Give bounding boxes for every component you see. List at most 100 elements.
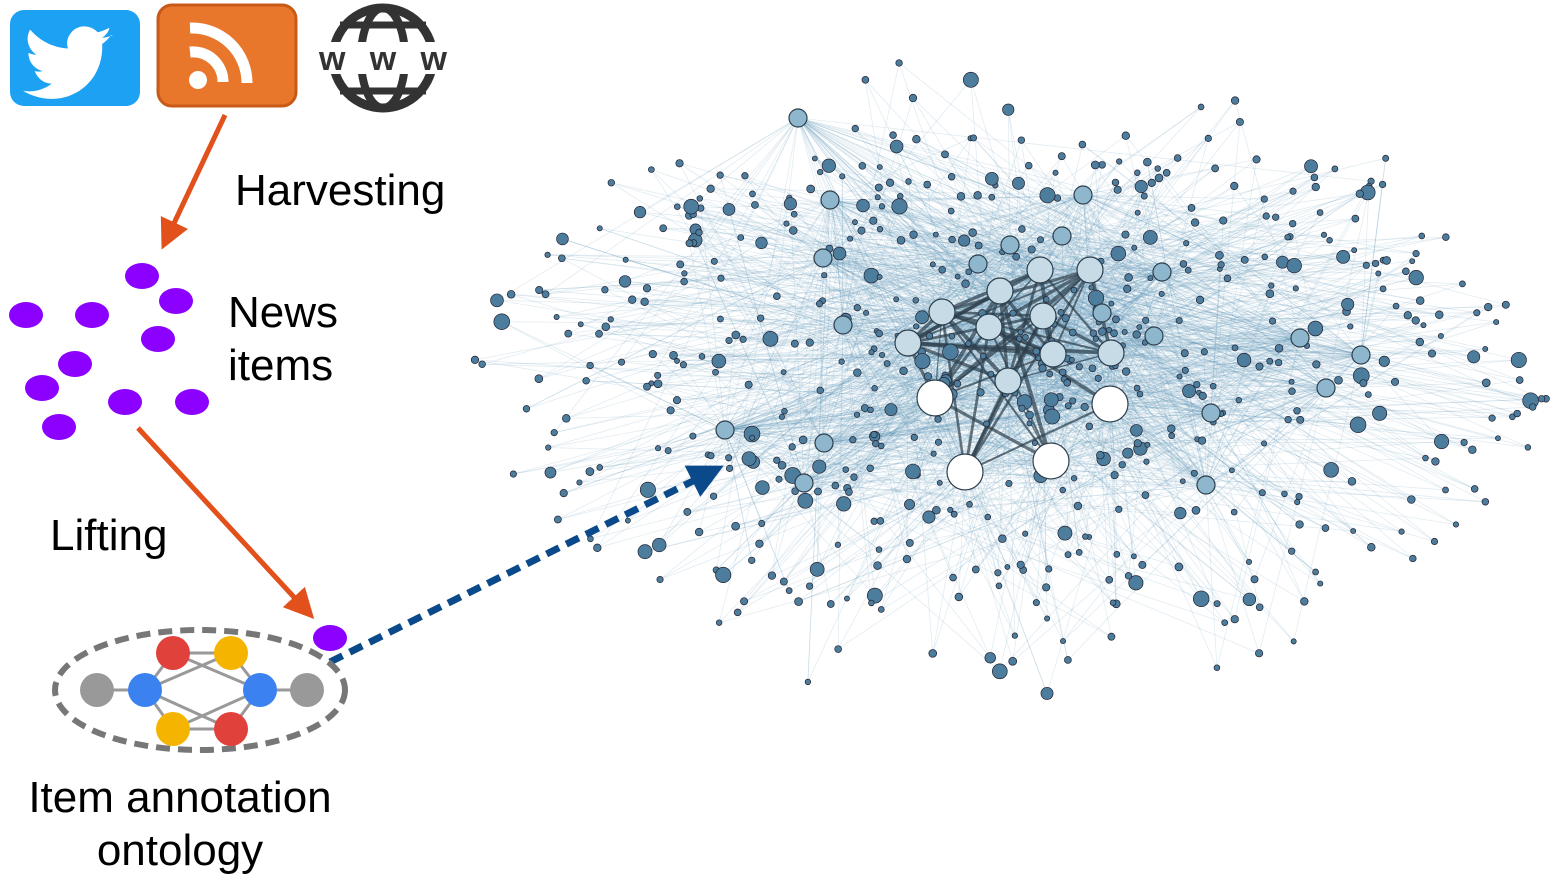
www-text: www bbox=[318, 40, 448, 78]
node bbox=[1122, 368, 1130, 376]
node bbox=[985, 514, 991, 520]
node bbox=[996, 583, 1002, 589]
node bbox=[1122, 132, 1130, 140]
node bbox=[1305, 160, 1318, 173]
node bbox=[857, 199, 870, 212]
node bbox=[862, 76, 869, 83]
node bbox=[1122, 231, 1129, 238]
node bbox=[1039, 365, 1046, 372]
node bbox=[1408, 496, 1416, 504]
node bbox=[1062, 314, 1069, 321]
node bbox=[1525, 444, 1531, 450]
node bbox=[1037, 237, 1043, 243]
node bbox=[1224, 275, 1231, 282]
hub-node bbox=[1033, 443, 1069, 479]
node bbox=[1006, 480, 1012, 486]
node bbox=[1289, 388, 1296, 395]
node bbox=[742, 173, 749, 180]
node bbox=[909, 94, 917, 102]
node bbox=[992, 664, 1007, 679]
node bbox=[813, 460, 826, 473]
node bbox=[1070, 398, 1076, 404]
node bbox=[712, 354, 726, 368]
node bbox=[1058, 309, 1064, 315]
node bbox=[949, 333, 955, 339]
node bbox=[1516, 377, 1523, 384]
node bbox=[939, 266, 946, 273]
node bbox=[795, 598, 803, 606]
node bbox=[784, 198, 796, 210]
node bbox=[1413, 250, 1419, 256]
node bbox=[1266, 290, 1274, 298]
node bbox=[924, 373, 931, 380]
hub-node bbox=[716, 421, 734, 439]
node bbox=[935, 416, 942, 423]
node bbox=[985, 172, 998, 185]
node bbox=[732, 522, 740, 530]
node bbox=[1134, 385, 1140, 391]
node bbox=[1393, 303, 1399, 309]
node bbox=[778, 461, 786, 469]
node bbox=[652, 538, 666, 552]
node bbox=[649, 350, 656, 357]
node bbox=[1236, 397, 1242, 403]
node bbox=[597, 226, 602, 231]
node bbox=[1142, 317, 1148, 323]
node bbox=[751, 201, 758, 208]
node bbox=[835, 646, 842, 653]
node bbox=[852, 125, 859, 132]
node bbox=[1040, 188, 1055, 203]
node bbox=[1074, 502, 1082, 510]
node bbox=[1410, 259, 1415, 264]
node bbox=[1046, 566, 1052, 572]
node bbox=[1119, 461, 1126, 468]
node bbox=[756, 237, 768, 249]
node bbox=[1511, 352, 1526, 367]
node bbox=[1282, 491, 1288, 497]
node bbox=[822, 159, 835, 172]
node bbox=[832, 482, 839, 489]
node bbox=[1045, 409, 1060, 424]
lifting-label: Lifting bbox=[50, 511, 167, 560]
node bbox=[1145, 442, 1150, 447]
node bbox=[924, 181, 931, 188]
node bbox=[1483, 346, 1488, 351]
node bbox=[560, 489, 567, 496]
node bbox=[879, 204, 885, 210]
node bbox=[814, 488, 821, 495]
node bbox=[817, 169, 823, 175]
node bbox=[1196, 296, 1204, 304]
node bbox=[955, 593, 963, 601]
node bbox=[970, 135, 976, 141]
node bbox=[894, 297, 899, 302]
node bbox=[682, 271, 688, 277]
node bbox=[1293, 286, 1298, 291]
node bbox=[1474, 310, 1480, 316]
node bbox=[1081, 403, 1088, 410]
node bbox=[789, 227, 797, 235]
node bbox=[716, 620, 722, 626]
node bbox=[933, 232, 938, 237]
node bbox=[966, 341, 972, 347]
node bbox=[874, 562, 882, 570]
node bbox=[1026, 411, 1034, 419]
news-item bbox=[42, 414, 76, 440]
node bbox=[1180, 261, 1187, 268]
node bbox=[1484, 303, 1492, 311]
node bbox=[875, 184, 882, 191]
node bbox=[1018, 137, 1025, 144]
node bbox=[1495, 436, 1500, 441]
node bbox=[716, 567, 731, 582]
node bbox=[875, 195, 880, 200]
node bbox=[1177, 374, 1182, 379]
node bbox=[1471, 486, 1478, 493]
node bbox=[1231, 182, 1239, 190]
node bbox=[853, 369, 861, 377]
node bbox=[587, 362, 594, 369]
node bbox=[1069, 329, 1076, 336]
node bbox=[619, 276, 631, 288]
node bbox=[1088, 290, 1104, 306]
node bbox=[897, 236, 905, 244]
node bbox=[1155, 166, 1161, 172]
node bbox=[1324, 462, 1339, 477]
